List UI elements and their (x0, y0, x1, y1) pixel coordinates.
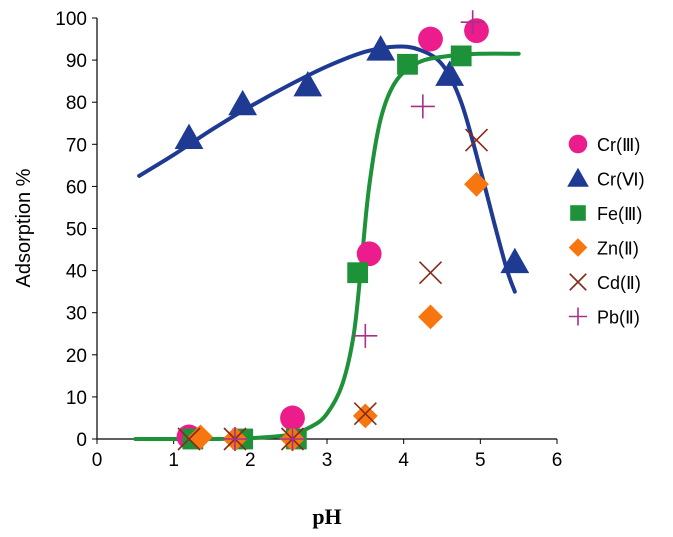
data-point (464, 18, 489, 44)
y-tick-label: 40 (66, 262, 87, 283)
y-tick-label: 90 (66, 51, 87, 72)
series-3 (188, 171, 489, 452)
legend-marker (568, 238, 588, 257)
data-point (418, 26, 443, 52)
legend-item: Cr(Ⅲ) (568, 134, 640, 155)
legend-item: Cd(Ⅱ) (569, 273, 641, 293)
y-tick-label: 50 (66, 220, 87, 241)
legend-label: Pb(Ⅱ) (597, 308, 640, 328)
x-tick-label: 4 (398, 450, 409, 471)
data-point (174, 123, 204, 149)
y-tick-label: 70 (66, 135, 87, 156)
data-point (353, 323, 378, 348)
data-point (418, 261, 443, 285)
legend-item: Fe(Ⅲ) (570, 204, 642, 224)
y-tick-label: 100 (55, 9, 87, 30)
data-point (352, 403, 378, 429)
x-axis-label: pH (312, 504, 341, 529)
y-tick-label: 10 (66, 388, 87, 409)
legend-marker (567, 167, 589, 187)
data-point (188, 424, 213, 450)
data-point (397, 53, 418, 75)
legend-label: Fe(Ⅲ) (597, 204, 642, 224)
y-tick-label: 60 (66, 177, 87, 198)
y-tick-label: 0 (76, 430, 87, 451)
legend-marker (569, 273, 587, 291)
data-markers (174, 10, 530, 452)
data-point (177, 427, 201, 451)
data-point (293, 70, 323, 97)
data-point (366, 35, 396, 61)
data-point (464, 128, 489, 152)
y-axis-label: Adsorption % (13, 168, 35, 287)
data-point (353, 402, 377, 426)
legend-label: Cr(Ⅲ) (597, 135, 640, 155)
data-point (464, 171, 489, 197)
data-point (356, 241, 382, 267)
x-tick-label: 1 (168, 450, 179, 471)
data-point (460, 10, 485, 35)
data-point (228, 89, 258, 116)
legend: Cr(Ⅲ) Cr(Ⅵ) Fe(Ⅲ) Zn(Ⅱ) Cd(Ⅱ) Pb(Ⅱ) (567, 134, 645, 328)
series-1 (174, 35, 530, 274)
fit-curve-1 (133, 51, 521, 442)
series-5 (223, 10, 485, 451)
data-point (500, 247, 530, 274)
data-point (280, 427, 305, 451)
fit-curves (133, 44, 521, 442)
data-point (347, 262, 369, 284)
x-tick-label: 0 (92, 450, 103, 471)
data-point (418, 304, 443, 330)
data-point (223, 427, 247, 451)
series-4 (177, 128, 489, 451)
data-point (435, 60, 465, 86)
y-tick-label: 30 (66, 304, 87, 325)
legend-item: Zn(Ⅱ) (568, 238, 639, 259)
x-tick-label: 6 (552, 450, 563, 471)
legend-marker (570, 205, 586, 221)
legend-label: Cd(Ⅱ) (597, 273, 641, 293)
legend-label: Cr(Ⅵ) (597, 170, 645, 190)
legend-marker (569, 307, 587, 326)
data-point (280, 405, 305, 431)
legend-marker (568, 134, 588, 154)
x-tick-label: 5 (475, 450, 486, 471)
legend-label: Zn(Ⅱ) (597, 239, 639, 259)
data-point (450, 45, 472, 67)
y-tick-label: 20 (66, 346, 87, 367)
x-tick-label: 2 (245, 450, 256, 471)
y-tick-label: 80 (66, 93, 87, 114)
legend-item: Pb(Ⅱ) (569, 307, 640, 328)
data-point (410, 94, 435, 119)
fit-curve-0 (137, 44, 517, 294)
legend-item: Cr(Ⅵ) (567, 167, 645, 190)
x-tick-label: 3 (322, 450, 333, 471)
